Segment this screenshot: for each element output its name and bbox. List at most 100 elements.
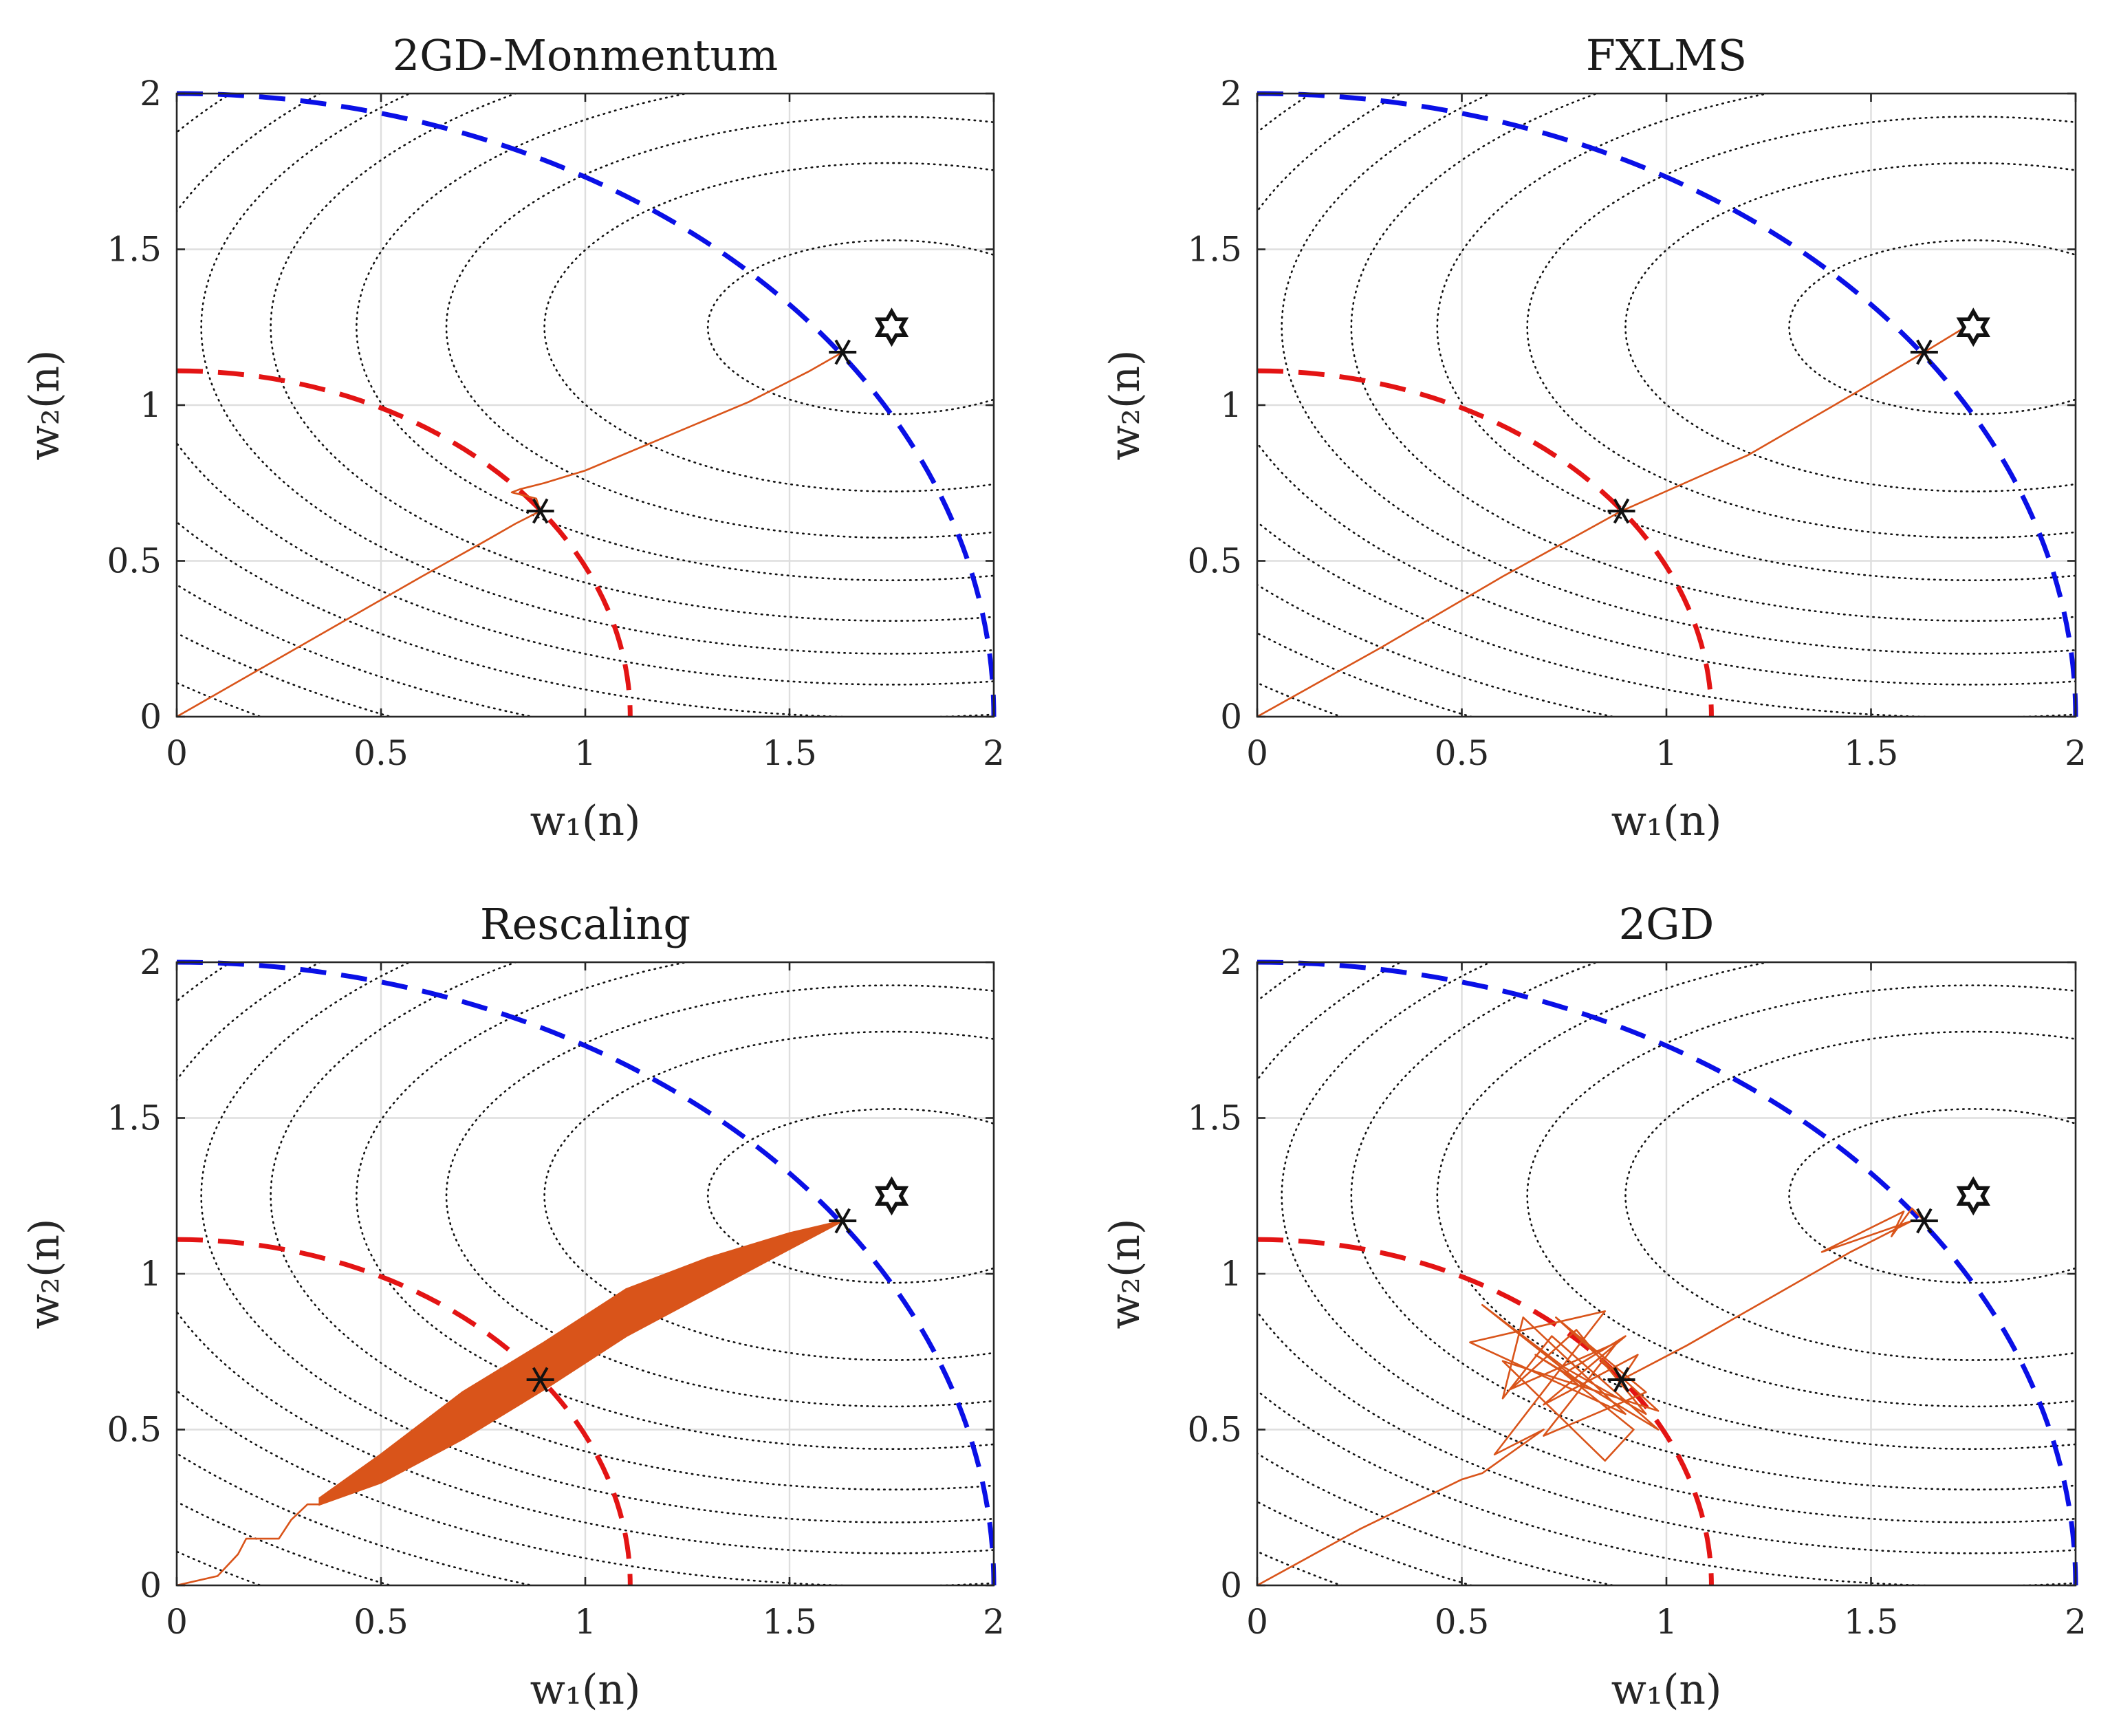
cost-contour: [1281, 94, 2076, 655]
cost-contour: [543, 162, 994, 492]
cost-contour: [200, 94, 994, 655]
optimum-markers: [1607, 307, 1990, 524]
x-tick-label: 1: [1655, 1602, 1677, 1642]
constrained-optimum-marker: [526, 1367, 554, 1393]
y-tick-label: 1: [1220, 385, 1242, 425]
x-tick-label: 2: [983, 733, 1005, 773]
x-tick-label: 2: [2065, 1602, 2087, 1642]
y-tick-label: 0: [1220, 1565, 1242, 1605]
cost-contour: [200, 962, 994, 1523]
x-tick-label: 1.5: [1844, 1602, 1899, 1642]
cost-contours: [1257, 94, 2076, 717]
constraint-circles: [176, 959, 997, 1586]
x-tick-label: 0.5: [354, 1602, 409, 1642]
cost-contour: [356, 962, 994, 1450]
inner-constraint-circle: [176, 1237, 633, 1586]
y-tick-label: 1: [140, 385, 162, 425]
cost-contour: [445, 116, 994, 539]
x-axis-label: w₁(n): [530, 797, 641, 845]
axes: 0 0.5 1 1.5 2 0 0.5 1 1.5 2 Rescaling w₁…: [21, 899, 1005, 1714]
constrained-optimum-marker: [526, 498, 554, 524]
y-tick-label: 1.5: [1187, 230, 1242, 270]
optimum-markers: [526, 307, 909, 524]
x-tick-labels: 0 0.5 1 1.5 2: [1246, 733, 2087, 773]
grid: [1257, 94, 2076, 717]
constrained-optimum-marker: [1607, 498, 1635, 524]
x-tick-label: 0: [166, 733, 188, 773]
cost-contour: [706, 239, 994, 415]
trajectory-line: [177, 351, 843, 717]
x-tick-label: 1: [574, 1602, 596, 1642]
panel-2gd: 0 0.5 1 1.5 2 0 0.5 1 1.5 2 2GD w₁(n) w₂…: [1101, 899, 2087, 1714]
cost-contour: [1788, 239, 2076, 415]
constraint-circles: [176, 91, 997, 717]
y-tick-label: 1.5: [1187, 1098, 1242, 1138]
x-tick-label: 0: [1246, 1602, 1268, 1642]
unconstrained-optimum-marker: [1956, 307, 1990, 347]
constrained-optimum-marker: [1910, 339, 1938, 365]
x-tick-label: 0.5: [1435, 1602, 1490, 1642]
x-axis-label: w₁(n): [1611, 797, 1722, 845]
constrained-optimum-marker: [1607, 1367, 1635, 1393]
cost-contours: [1257, 962, 2076, 1585]
cost-contour: [1624, 162, 2076, 492]
y-tick-label: 1: [140, 1254, 162, 1294]
x-tick-label: 1.5: [762, 733, 817, 773]
optimum-markers: [1607, 1176, 1990, 1393]
inner-constraint-circle: [176, 368, 633, 717]
x-tick-label: 1.5: [762, 1602, 817, 1642]
cost-contour: [1788, 1108, 2076, 1284]
unconstrained-optimum-marker: [874, 307, 909, 347]
x-tick-label: 2: [983, 1602, 1005, 1642]
y-tick-label: 0: [1220, 697, 1242, 737]
x-tick-label: 0.5: [354, 733, 409, 773]
panel-2gd-momentum: 0 0.5 1 1.5 2 0 0.5 1 1.5 2 2GD-Monmentu…: [21, 30, 1005, 845]
cost-contours: [177, 962, 994, 1585]
y-tick-label: 0: [140, 1565, 162, 1605]
grid: [177, 94, 994, 717]
y-tick-label: 2: [140, 74, 162, 113]
y-tick-labels: 0 0.5 1 1.5 2: [107, 74, 162, 737]
trajectory-line: [177, 1503, 320, 1585]
y-tick-label: 0: [140, 697, 162, 737]
x-tick-label: 2: [2065, 733, 2087, 773]
trajectory-line: [1257, 326, 1966, 717]
x-tick-labels: 0 0.5 1 1.5 2: [166, 733, 1005, 773]
y-axis-label: w₂(n): [21, 1219, 69, 1330]
y-axis-label: w₂(n): [21, 350, 69, 461]
cost-contour: [1624, 1030, 2076, 1361]
inner-constraint-circle: [1257, 1237, 1714, 1586]
cost-contours: [177, 94, 994, 717]
inner-constraint-circle: [1257, 368, 1714, 717]
cost-contour: [1281, 962, 2076, 1523]
cost-contour: [543, 1030, 994, 1361]
panel-fxlms: 0 0.5 1 1.5 2 0 0.5 1 1.5 2 FXLMS w₁(n) …: [1101, 30, 2087, 845]
chart-title: 2GD-Monmentum: [393, 30, 779, 80]
x-tick-labels: 0 0.5 1 1.5 2: [166, 1602, 1005, 1642]
y-tick-label: 0.5: [107, 541, 162, 581]
x-tick-label: 1: [574, 733, 596, 773]
trajectory-line: [1257, 1207, 1925, 1585]
x-axis-label: w₁(n): [1611, 1666, 1722, 1714]
unconstrained-optimum-marker: [1956, 1176, 1990, 1216]
grid: [1257, 962, 2076, 1585]
constrained-optimum-marker: [1910, 1208, 1938, 1234]
tick-marks: [1256, 961, 2077, 1587]
trajectory-series: [1257, 326, 1966, 717]
constrained-optimum-marker: [829, 1208, 857, 1234]
trajectory-series: [1257, 1207, 1925, 1585]
cost-contour: [1526, 984, 2076, 1408]
x-tick-label: 0: [1246, 733, 1268, 773]
y-tick-labels: 0 0.5 1 1.5 2: [107, 942, 162, 1605]
y-tick-label: 1.5: [107, 1098, 162, 1138]
y-tick-label: 1: [1220, 1254, 1242, 1294]
chart-title: 2GD: [1619, 899, 1715, 949]
x-tick-label: 0.5: [1435, 733, 1490, 773]
cost-contour: [706, 1108, 994, 1284]
y-axis-label: w₂(n): [1101, 350, 1149, 461]
trajectory-series: [177, 1219, 843, 1585]
axes: 0 0.5 1 1.5 2 0 0.5 1 1.5 2 2GD-Monmentu…: [21, 30, 1005, 845]
y-tick-label: 0.5: [1187, 541, 1242, 581]
y-axis-label: w₂(n): [1101, 1219, 1149, 1330]
